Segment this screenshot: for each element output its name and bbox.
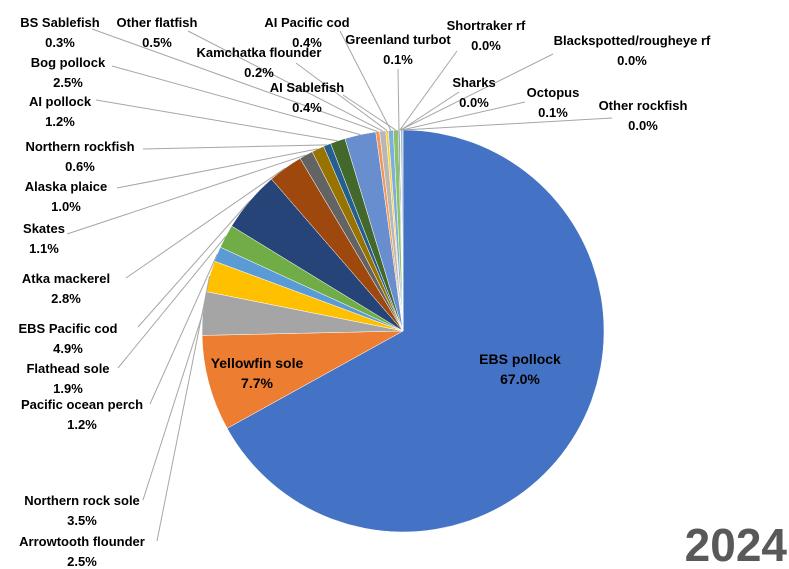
slice-value-other-rockfish: 0.0% [628, 118, 658, 133]
leader-line-kamchatka-flounder [295, 62, 388, 132]
slice-name-ai-pollock: AI pollock [29, 94, 92, 109]
slice-name-ai-sablefish: AI Sablefish [270, 80, 344, 95]
leader-line-bs-sablefish [91, 28, 378, 133]
slice-name-shortraker-rf: Shortraker rf [447, 18, 526, 33]
slice-value-bs-sablefish: 0.3% [45, 35, 75, 50]
leader-line-skates [66, 154, 307, 235]
slice-value-flathead-sole: 1.9% [53, 381, 83, 396]
slice-name-blackspotted-rougheye-rf: Blackspotted/rougheye rf [554, 33, 711, 48]
leader-line-alaska-plaice [116, 148, 318, 189]
slice-name-other-flatfish: Other flatfish [117, 15, 198, 30]
leader-line-sharks [400, 91, 460, 131]
slice-value-ebs-pollock: 67.0% [500, 371, 540, 387]
leader-line-ai-pollock [95, 99, 338, 142]
slice-name-ebs-pollock: EBS pollock [479, 351, 561, 367]
slice-value-shortraker-rf: 0.0% [471, 38, 501, 53]
year-label: 2024 [685, 519, 788, 569]
leader-line-ai-pacific-cod [339, 30, 392, 131]
pie-slice-ebs-pollock [226, 129, 605, 533]
slice-name-kamchatka-flounder: Kamchatka flounder [197, 45, 322, 60]
slice-name-flathead-sole: Flathead sole [26, 361, 109, 376]
leader-line-flathead-sole [117, 236, 227, 369]
leader-lines [66, 28, 613, 542]
slice-name-octopus: Octopus [527, 85, 580, 100]
slice-name-skates: Skates [23, 221, 65, 236]
slice-value-northern-rockfish: 0.6% [65, 159, 95, 174]
slice-name-northern-rockfish: Northern rockfish [25, 139, 134, 154]
leader-line-blackspotted-rougheye-rf [400, 53, 554, 131]
slice-name-alaska-plaice: Alaska plaice [25, 179, 107, 194]
slice-value-ai-sablefish: 0.4% [292, 100, 322, 115]
leader-line-northern-rock-sole [142, 313, 204, 501]
slice-value-northern-rock-sole: 3.5% [67, 513, 97, 528]
slice-value-octopus: 0.1% [538, 105, 568, 120]
slice-name-bs-sablefish: BS Sablefish [20, 15, 100, 30]
leader-line-greenland-turbot [397, 68, 400, 131]
slice-name-other-rockfish: Other rockfish [599, 98, 688, 113]
leader-line-northern-rockfish [142, 144, 328, 150]
slice-value-ai-pacific-cod: 0.4% [292, 35, 322, 50]
slice-name-ebs-pacific-cod: EBS Pacific cod [19, 321, 118, 336]
slice-value-kamchatka-flounder: 0.2% [244, 65, 274, 80]
slice-name-greenland-turbot: Greenland turbot [345, 32, 451, 47]
leader-line-ai-sablefish [342, 94, 397, 131]
leader-line-ebs-pacific-cod [137, 200, 251, 328]
slice-value-atka-mackerel: 2.8% [51, 291, 81, 306]
slice-value-bog-pollock: 2.5% [53, 75, 83, 90]
leader-line-atka-mackerel [125, 167, 286, 279]
slice-value-other-flatfish: 0.5% [142, 35, 172, 50]
slice-value-sharks: 0.0% [459, 95, 489, 110]
leader-line-bog-pollock [111, 65, 361, 136]
leader-line-arrowtooth-flounder [156, 276, 211, 542]
slice-name-sharks: Sharks [452, 75, 495, 90]
slice-value-alaska-plaice: 1.0% [51, 199, 81, 214]
pie-slice-yellowfin-sole [201, 330, 404, 429]
slice-labels: EBS pollock 67.0% Yellowfin sole 7.7% Northe… [19, 15, 712, 569]
slice-name-pacific-ocean-perch: Pacific ocean perch [21, 397, 143, 412]
slice-value-ebs-pacific-cod: 4.9% [53, 341, 83, 356]
slice-name-northern-rock-sole: Northern rock sole [24, 493, 140, 508]
slice-name-arrowtooth-flounder: Arrowtooth flounder [19, 534, 145, 549]
slice-name-atka-mackerel: Atka mackerel [22, 271, 110, 286]
slice-value-greenland-turbot: 0.1% [383, 52, 413, 67]
leader-line-other-rockfish [402, 117, 613, 131]
slice-value-yellowfin-sole: 7.7% [241, 375, 273, 391]
slice-value-skates: 1.1% [29, 241, 59, 256]
leader-line-shortraker-rf [399, 50, 458, 131]
leader-line-octopus [401, 101, 526, 131]
slice-value-blackspotted-rougheye-rf: 0.0% [617, 53, 647, 68]
slice-value-pacific-ocean-perch: 1.2% [67, 417, 97, 432]
slice-value-ai-pollock: 1.2% [45, 114, 75, 129]
pie-slices [201, 129, 605, 533]
leader-line-other-flatfish [187, 30, 383, 132]
slice-value-arrowtooth-flounder: 2.5% [67, 554, 97, 569]
slice-name-ai-pacific-cod: AI Pacific cod [264, 15, 349, 30]
slice-name-bog-pollock: Bog pollock [31, 55, 106, 70]
slice-name-yellowfin-sole: Yellowfin sole [211, 355, 304, 371]
leader-line-pacific-ocean-perch [149, 253, 218, 405]
